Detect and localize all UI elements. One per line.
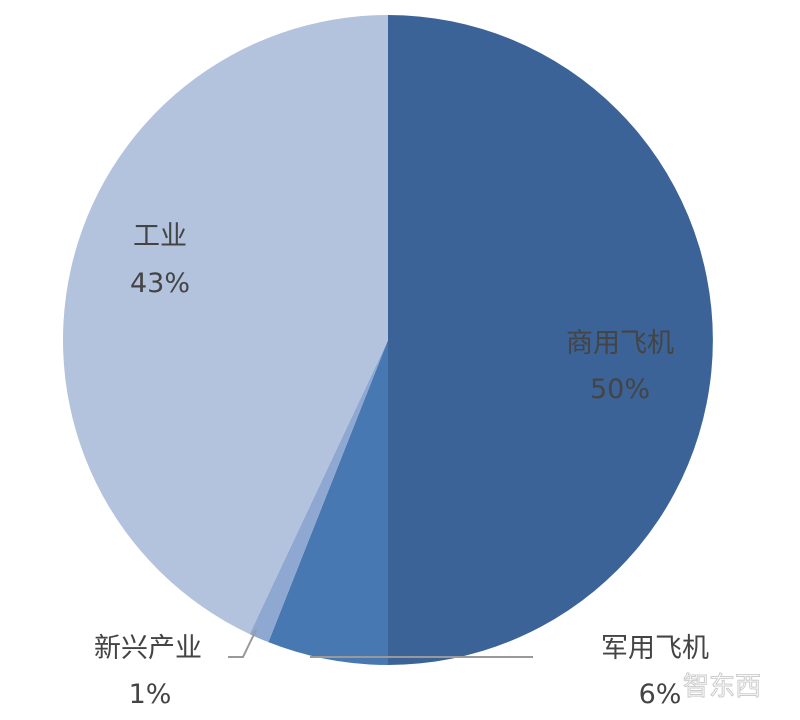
slice-label-commercial: 商用飞机 bbox=[566, 328, 674, 359]
leader-line-emerging bbox=[228, 629, 257, 658]
pie-slice-2 bbox=[249, 340, 388, 643]
slice-label-industrial: 工业 bbox=[133, 221, 187, 252]
slice-value-military: 6% bbox=[639, 679, 682, 710]
pie-slice-3 bbox=[63, 15, 389, 635]
pie-slice-1 bbox=[268, 340, 388, 665]
slice-value-emerging: 1% bbox=[129, 679, 172, 710]
slice-value-industrial: 43% bbox=[130, 268, 190, 299]
slice-value-commercial: 50% bbox=[590, 374, 650, 405]
slice-label-military: 军用飞机 bbox=[601, 633, 709, 664]
pie-slice-0 bbox=[388, 15, 713, 665]
slice-label-emerging: 新兴产业 bbox=[94, 633, 202, 664]
watermark-logo: 智东西 bbox=[683, 672, 761, 702]
